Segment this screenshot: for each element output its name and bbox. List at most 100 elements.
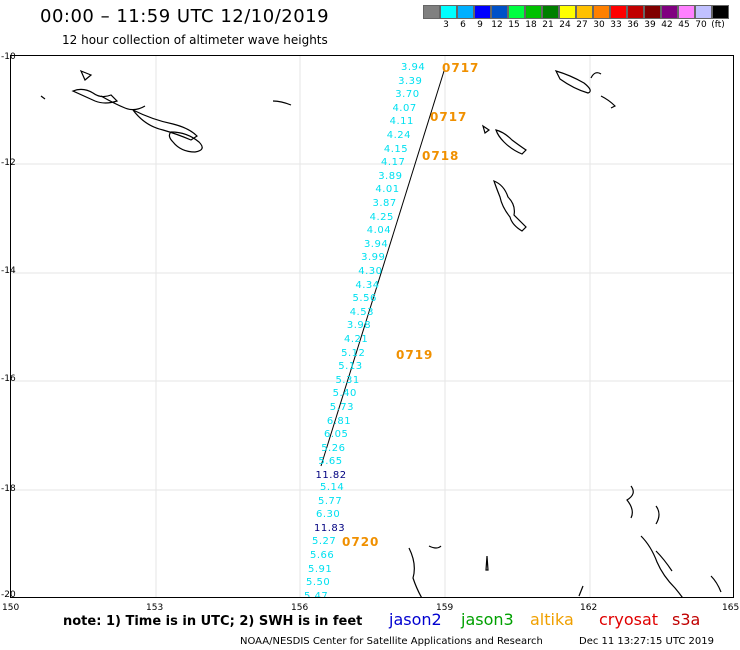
scale-label: 6 xyxy=(460,20,466,30)
lat-label: -14 xyxy=(1,266,16,276)
scale-label: 70 xyxy=(695,20,707,30)
scale-swatch xyxy=(440,5,457,19)
scale-label: 27 xyxy=(576,20,588,30)
scale-label: 24 xyxy=(559,20,571,30)
scale-swatch xyxy=(610,5,627,19)
wave-height-value: 3.98 xyxy=(346,320,372,332)
wave-height-value: 3.94 xyxy=(363,238,389,250)
wave-height-value: 11.83 xyxy=(314,522,346,534)
graticule xyxy=(11,56,733,597)
wave-height-color-scale xyxy=(423,5,729,19)
scale-label: 42 xyxy=(661,20,673,30)
wave-height-value: 4.07 xyxy=(392,102,417,114)
scale-swatch xyxy=(491,5,508,19)
lon-label: 159 xyxy=(436,603,454,613)
scale-label: 36 xyxy=(627,20,639,30)
wave-height-value: 4.17 xyxy=(381,157,406,169)
lat-label: -18 xyxy=(1,484,16,494)
time-mark: 0717 xyxy=(430,110,468,124)
wave-height-value: 5.31 xyxy=(335,374,360,386)
scale-swatch xyxy=(474,5,491,19)
time-mark: 0717 xyxy=(442,61,480,75)
lon-label: 162 xyxy=(580,603,598,613)
wave-height-value: 6.81 xyxy=(326,415,352,427)
coastlines xyxy=(40,69,722,597)
scale-label: 18 xyxy=(525,20,537,30)
wave-height-value: 4.30 xyxy=(358,266,383,277)
map-subtitle: 12 hour collection of altimeter wave hei… xyxy=(62,33,328,47)
wave-height-value: 4.24 xyxy=(386,130,412,141)
scale-label: 9 xyxy=(477,20,483,30)
scale-label: 39 xyxy=(644,20,656,30)
wave-height-value: 5.27 xyxy=(312,536,337,548)
scale-swatch xyxy=(712,5,729,19)
wave-height-value: 5.12 xyxy=(341,347,366,359)
satellite-legend-item: jason3 xyxy=(461,610,514,629)
units-note: note: 1) Time is in UTC; 2) SWH is in fe… xyxy=(63,614,363,629)
scale-swatch xyxy=(559,5,576,19)
scale-swatch xyxy=(627,5,644,19)
satellite-track xyxy=(320,70,445,467)
wave-height-value: 6.05 xyxy=(324,429,349,441)
lat-label: -12 xyxy=(1,158,16,168)
wave-height-value: 4.34 xyxy=(355,279,380,291)
timestamp-footer: Dec 11 13:27:15 UTC 2019 xyxy=(579,636,714,647)
scale-swatch xyxy=(678,5,695,19)
lat-label: -16 xyxy=(1,374,16,384)
scale-label: 12 xyxy=(491,20,503,30)
lon-label: 150 xyxy=(2,603,20,613)
wave-height-value: 4.53 xyxy=(349,306,374,318)
wave-height-value: 5.50 xyxy=(306,577,331,589)
time-mark: 0719 xyxy=(396,348,434,362)
wave-height-value: 6.30 xyxy=(316,509,341,521)
scale-swatch xyxy=(423,5,440,19)
wave-height-value: 5.77 xyxy=(318,495,343,507)
wave-height-value: 4.15 xyxy=(383,143,409,155)
wave-height-value: 5.47 xyxy=(304,590,329,598)
scale-swatch xyxy=(593,5,610,19)
lon-label: 165 xyxy=(722,603,740,613)
map-plot-area: 3.94 3.39 3.70 4.07 4.11 4.24 4.15 4.17 3.89 4.01… xyxy=(10,55,734,598)
wave-height-value: 4.01 xyxy=(375,184,400,196)
wave-height-value: 4.25 xyxy=(369,211,394,223)
wave-height-value: 5.91 xyxy=(308,563,333,575)
lon-label: 156 xyxy=(291,603,309,613)
scale-swatch xyxy=(508,5,525,19)
scale-swatch xyxy=(525,5,542,19)
wave-height-value: 5.73 xyxy=(329,402,355,413)
scale-swatch xyxy=(457,5,474,19)
wave-height-value: 5.65 xyxy=(318,456,343,468)
scale-label: 30 xyxy=(593,20,605,30)
satellite-legend-item: s3a xyxy=(672,610,701,629)
lon-label: 153 xyxy=(146,603,164,613)
scale-label: 15 xyxy=(508,20,520,30)
scale-swatch xyxy=(695,5,712,19)
wave-height-value: 11.82 xyxy=(315,470,347,481)
satellite-legend-item: altika xyxy=(530,610,574,629)
scale-label: 45 xyxy=(678,20,690,30)
time-mark: 0718 xyxy=(422,149,460,163)
scale-swatch xyxy=(644,5,661,19)
wave-height-value: 5.14 xyxy=(320,482,345,493)
scale-swatch xyxy=(542,5,559,19)
wave-height-value: 4.21 xyxy=(344,334,369,345)
satellite-legend-item: cryosat xyxy=(599,610,659,629)
wave-height-value: 3.39 xyxy=(398,75,423,87)
credit-footer: NOAA/NESDIS Center for Satellite Applica… xyxy=(240,636,543,647)
wave-height-value: 5.66 xyxy=(310,550,335,561)
wave-height-value: 5.56 xyxy=(352,293,377,305)
satellite-legend-item: jason2 xyxy=(389,610,442,629)
wave-height-value: 3.89 xyxy=(378,170,403,182)
wave-height-value: 3.70 xyxy=(395,89,420,101)
map-graphics xyxy=(11,56,733,597)
lat-label: -20 xyxy=(1,590,16,600)
wave-height-value: 5.13 xyxy=(338,361,363,373)
scale-label: 21 xyxy=(542,20,554,30)
scale-label: 33 xyxy=(610,20,622,30)
wave-height-value: 5.26 xyxy=(321,442,346,454)
map-title: 00:00 – 11:59 UTC 12/10/2019 xyxy=(40,6,330,27)
scale-unit: (ft) xyxy=(711,20,725,30)
wave-height-value: 3.99 xyxy=(361,252,386,264)
scale-swatch xyxy=(576,5,593,19)
wave-height-value: 4.04 xyxy=(366,225,392,237)
